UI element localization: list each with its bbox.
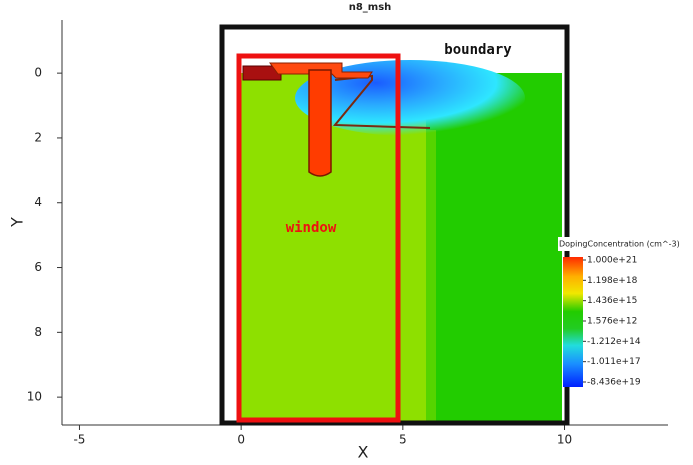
x-tick-label: 5 xyxy=(399,433,407,447)
legend-label: -8.436e+19 xyxy=(587,378,641,388)
gate-trench xyxy=(308,69,332,177)
y-tick-label: 0 xyxy=(34,66,42,80)
legend-label: 1.198e+18 xyxy=(587,276,638,286)
y-tick-label: 6 xyxy=(34,260,42,274)
x-tick-label: -5 xyxy=(73,433,85,447)
y-tick-label: 10 xyxy=(27,390,42,404)
oxide xyxy=(242,65,282,81)
window-box xyxy=(236,53,401,423)
legend-bg xyxy=(558,237,693,251)
chart-title: n8_msh xyxy=(349,2,392,13)
boundary-label: boundary xyxy=(444,42,512,58)
transition xyxy=(426,130,436,423)
legend-label: 1.576e+12 xyxy=(587,317,637,327)
legend-title: DopingConcentration (cm^-3) xyxy=(559,240,680,249)
y-tick-label: 4 xyxy=(34,195,42,209)
legend-label: -1.011e+17 xyxy=(587,357,641,367)
x-tick-label: 10 xyxy=(557,433,572,447)
x-tick-label: 0 xyxy=(237,433,245,447)
color-bar xyxy=(563,257,583,387)
legend-label: 1.436e+15 xyxy=(587,296,637,306)
legend-label: 1.000e+21 xyxy=(587,256,637,266)
boundary-box xyxy=(219,24,570,426)
y-tick-label: 8 xyxy=(34,325,42,339)
x-axis-label: X xyxy=(358,443,369,462)
window-label: window xyxy=(286,220,337,236)
y-axis-label: Y xyxy=(8,217,27,228)
y-tick-label: 2 xyxy=(34,130,42,144)
legend-label: -1.212e+14 xyxy=(587,337,641,347)
